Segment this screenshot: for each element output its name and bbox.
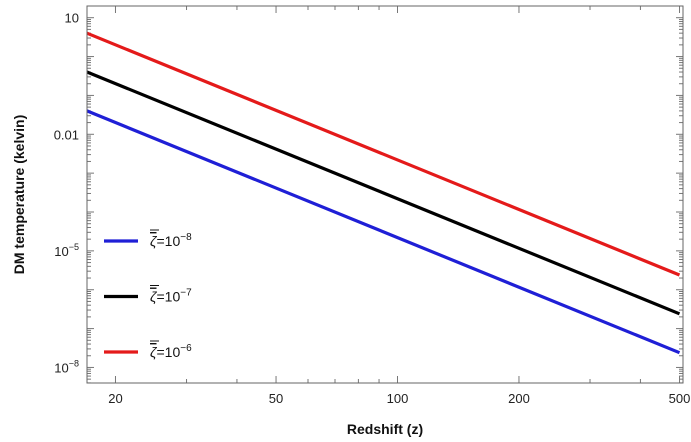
legend-label: ζ=10−6 xyxy=(150,343,192,360)
series-layer xyxy=(86,31,681,355)
x-tick-label: 50 xyxy=(269,391,283,406)
x-tick-label: 100 xyxy=(387,391,409,406)
series-line xyxy=(86,70,681,316)
y-axis-title: DM temperature (kelvin) xyxy=(11,115,27,274)
x-tick-label: 500 xyxy=(669,391,691,406)
legend-label: ζ=10−7 xyxy=(150,288,192,305)
x-tick-label: 200 xyxy=(508,391,530,406)
x-axis-title: Redshift (z) xyxy=(347,421,423,437)
x-tick-label: 20 xyxy=(108,391,122,406)
y-tick-label: 10−8 xyxy=(54,358,79,375)
labels-layer: 20 50 100 200 500 10−8 10−5 0.01 10 xyxy=(54,11,691,406)
y-tick-label: 10−5 xyxy=(54,242,79,259)
series-line xyxy=(86,109,681,355)
y-tick-label: 10 xyxy=(65,11,79,26)
legend: ζ=10−8 ζ=10−7 ζ=10−6 xyxy=(104,229,192,360)
legend-label: ζ=10−8 xyxy=(150,232,192,249)
ticks-layer xyxy=(87,5,683,384)
y-tick-label: 0.01 xyxy=(54,127,79,142)
plot-frame xyxy=(86,5,684,384)
series-line xyxy=(86,31,681,277)
